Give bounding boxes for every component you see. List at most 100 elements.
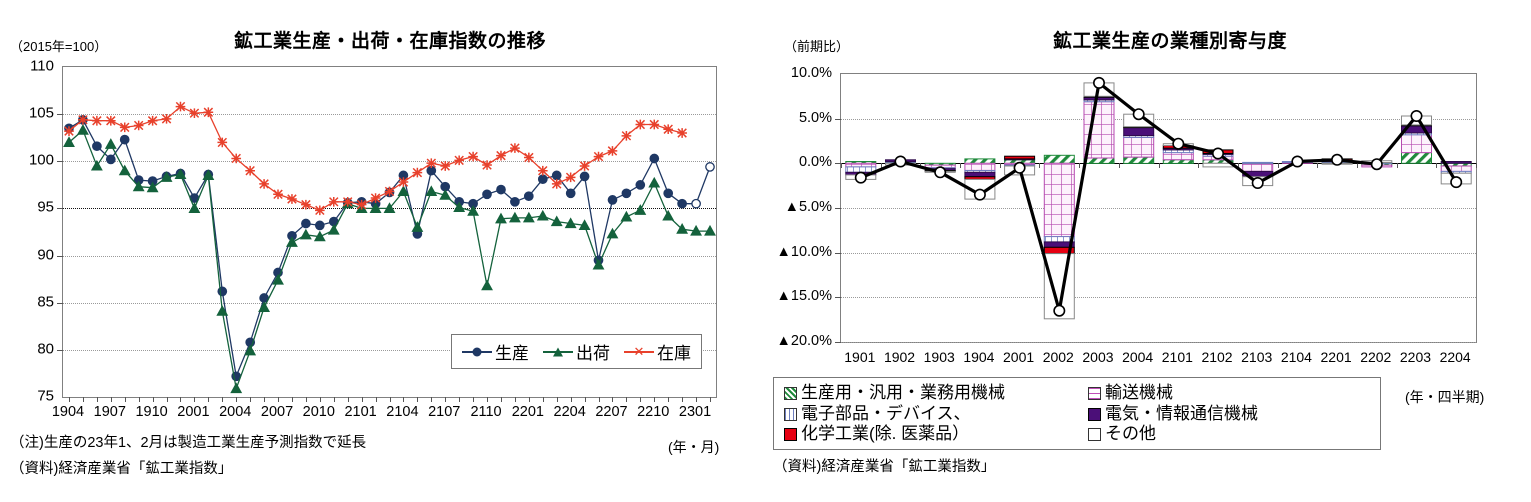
left-data-point [273, 189, 283, 200]
left-data-point [550, 215, 563, 227]
x-tickmark [138, 397, 140, 402]
right-legend-item: 化学工業(除. 医薬品） [784, 424, 1088, 445]
right-bar-segment [964, 171, 996, 178]
left-data-point [216, 305, 229, 316]
left-data-point [690, 224, 702, 236]
left-x-axis-note: (年・月) [668, 439, 720, 455]
right-legend-item: 電子部品・デバイス、 [784, 404, 1088, 425]
x-tickmark [166, 397, 168, 402]
left-data-point [272, 273, 284, 285]
right-legend-table: 生産用・汎用・業務用機械 輸送機械 電子部品・デバイス、 電気・情報通信機械 化学工業(… [784, 383, 1262, 445]
right-bar-segment [1440, 161, 1472, 164]
left-data-point [384, 186, 395, 197]
right-legend-row: 電子部品・デバイス、 電気・情報通信機械 [784, 404, 1262, 425]
left-data-point [704, 224, 716, 236]
x-tickmark [375, 397, 377, 402]
left-x-tick-label: 1910 [135, 404, 168, 420]
x-tickmark [96, 397, 98, 402]
left-data-point [551, 179, 562, 189]
left-series-canvas [63, 101, 716, 394]
left-data-point [327, 223, 340, 235]
left-source: （資料)経済産業省「鉱工業指数」 [10, 461, 233, 477]
left-plot-area [57, 66, 717, 402]
gridline [63, 255, 716, 257]
left-x-tick-label: 2004 [219, 404, 252, 420]
left-data-point [202, 169, 215, 180]
left-data-point [705, 162, 715, 172]
x-tickmark [1436, 163, 1438, 169]
x-tickmark [361, 397, 363, 402]
x-tickmark [319, 397, 321, 402]
right-total-marker [973, 188, 986, 201]
left-legend: 生産 出荷 ✕ 在庫 [451, 334, 702, 369]
x-tickmark [1198, 163, 1200, 169]
left-data-point [468, 151, 478, 162]
left-data-point [453, 201, 466, 213]
left-unit-label: （2015年=100） [10, 39, 108, 54]
x-tickmark [500, 397, 502, 402]
x-tickmark [640, 397, 642, 402]
left-y-tick-label: 105 [28, 104, 54, 122]
left-data-point [677, 128, 687, 138]
right-total-marker [1251, 177, 1264, 190]
x-tickmark [1158, 163, 1160, 169]
x-tickmark [124, 397, 126, 402]
left-data-point [523, 191, 534, 202]
y-tickmark [57, 114, 63, 116]
x-tickmark [264, 397, 266, 402]
left-data-point [565, 188, 576, 199]
right-bar-segment [1083, 157, 1115, 164]
x-tickmark [841, 163, 842, 169]
right-bar-segment [1162, 159, 1194, 164]
left-data-point [299, 228, 312, 240]
left-x-tick-label: 1904 [51, 404, 85, 420]
legend-swatch-machinery [784, 387, 797, 400]
left-data-point [649, 119, 660, 130]
left-data-point [383, 202, 396, 213]
x-tickmark [1237, 163, 1239, 169]
left-data-point [606, 227, 619, 239]
right-x-tick-label: 2203 [1399, 349, 1432, 365]
left-data-point [342, 196, 353, 207]
y-tickmark [57, 302, 63, 304]
left-data-point [118, 164, 131, 176]
left-data-point [259, 179, 269, 189]
right-y-tick-label: ▲20.0% [776, 333, 832, 349]
left-data-point [92, 141, 102, 152]
right-x-tick-label: 2104 [1280, 349, 1312, 365]
right-bar-segment [1401, 134, 1432, 154]
left-data-point [105, 115, 116, 126]
y-tickmark [835, 118, 841, 120]
left-data-point [551, 170, 562, 181]
left-legend-label: 在庫 [657, 344, 691, 363]
right-x-tick-label: 2202 [1360, 349, 1392, 365]
left-data-point [328, 196, 339, 207]
y-tickmark [835, 342, 841, 343]
right-chart-panel: 鉱工業生産の業種別寄与度 （前期比） [760, 0, 1531, 502]
left-data-point [620, 210, 633, 222]
left-data-point [104, 138, 117, 149]
left-data-point [634, 204, 647, 215]
left-y-tick-label: 80 [37, 340, 54, 358]
right-bar-segment [845, 162, 877, 168]
left-data-point [663, 124, 674, 135]
legend-swatch-other [1088, 428, 1101, 442]
x-tickmark [473, 397, 475, 402]
right-total-marker [854, 171, 867, 184]
left-y-tick-label: 90 [37, 246, 54, 264]
x-tickmark [654, 397, 656, 402]
x-tickmark [69, 397, 70, 402]
legend-marker-circle-icon [462, 347, 492, 356]
gridline [841, 118, 1476, 120]
left-data-point [397, 185, 410, 197]
left-x-tick-label: 2101 [344, 404, 377, 420]
right-bar-segment [964, 162, 996, 171]
right-total-marker [1370, 158, 1383, 171]
x-tickmark [542, 397, 544, 402]
gridline [841, 342, 1476, 343]
left-y-tick-label: 110 [30, 57, 54, 75]
left-data-point [691, 198, 701, 209]
right-x-tick-label: 1901 [844, 349, 876, 365]
gridline [63, 302, 716, 304]
left-data-point [314, 220, 325, 231]
